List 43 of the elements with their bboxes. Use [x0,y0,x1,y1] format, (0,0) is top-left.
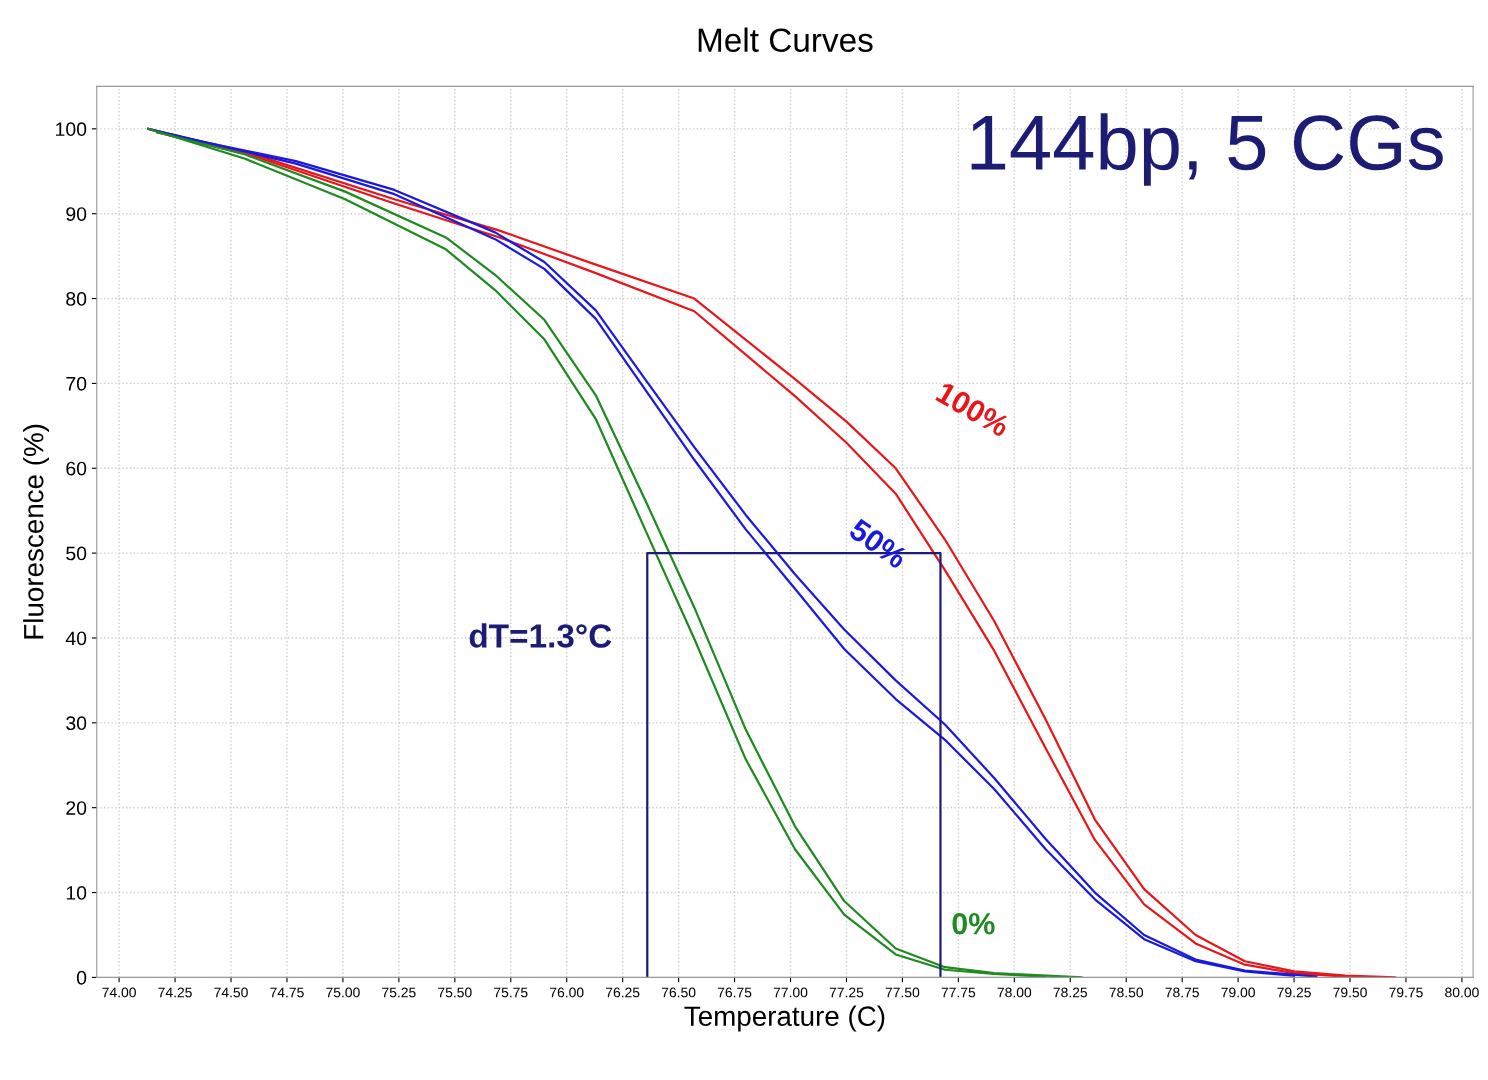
y-tick-label: 70 [66,376,87,391]
y-tick-label: 100 [56,122,87,137]
x-tick-label: 76.75 [717,987,752,998]
x-tick-label: 75.50 [438,987,472,998]
x-tick-label: 74.25 [158,987,192,998]
x-tick-label: 76.50 [661,987,696,998]
annotation: 144bp, 5 CGs [971,113,1443,186]
x-tick-label: 79.75 [1389,987,1423,998]
x-tick-label: 78.50 [1109,987,1144,998]
x-tick-label: 75.00 [326,987,360,998]
x-tick-label: 80.00 [1445,987,1479,998]
y-tick-label: 80 [66,292,87,306]
chart-title: Melt Curves [698,27,873,53]
y-tick-label: 90 [66,207,87,221]
x-tick-label: 78.25 [1053,987,1088,998]
x-tick-label: 79.25 [1277,987,1311,998]
x-tick-label: 76.00 [550,987,584,998]
x-axis-title: Temperature (C) [684,1005,885,1032]
annotation: dT=1.3°C [469,623,612,648]
x-tick-label: 75.75 [494,987,528,998]
y-tick-label: 60 [66,461,87,476]
y-tick-label: 40 [65,631,87,646]
y-tick-label: 20 [66,801,87,815]
text: 50% [847,517,909,570]
x-tick-label: 77.00 [773,987,808,998]
x-tick-label: 78.00 [997,987,1032,998]
y-tick-label: 10 [66,886,87,900]
series-label: 0% [952,912,995,935]
x-tick-label: 78.75 [1165,987,1199,998]
x-tick-label: 77.25 [829,987,864,998]
x-tick-label: 74.00 [102,987,136,998]
x-tick-label: 76.25 [606,987,640,998]
x-tick-label: 77.75 [941,987,976,998]
x-tick-label: 79.50 [1333,987,1367,998]
y-tick-label: 30 [66,716,87,731]
y-axis-title: Fluorescence (%) [23,424,49,639]
x-tick-label: 74.75 [270,987,304,998]
y-tick-label: 0 [76,970,87,985]
x-tick-label: 74.50 [214,987,248,998]
x-tick-label: 75.25 [382,987,416,998]
x-tick-label: 77.50 [885,987,920,998]
x-tick-label: 79.00 [1221,987,1255,998]
y-tick-label: 50 [66,546,87,561]
